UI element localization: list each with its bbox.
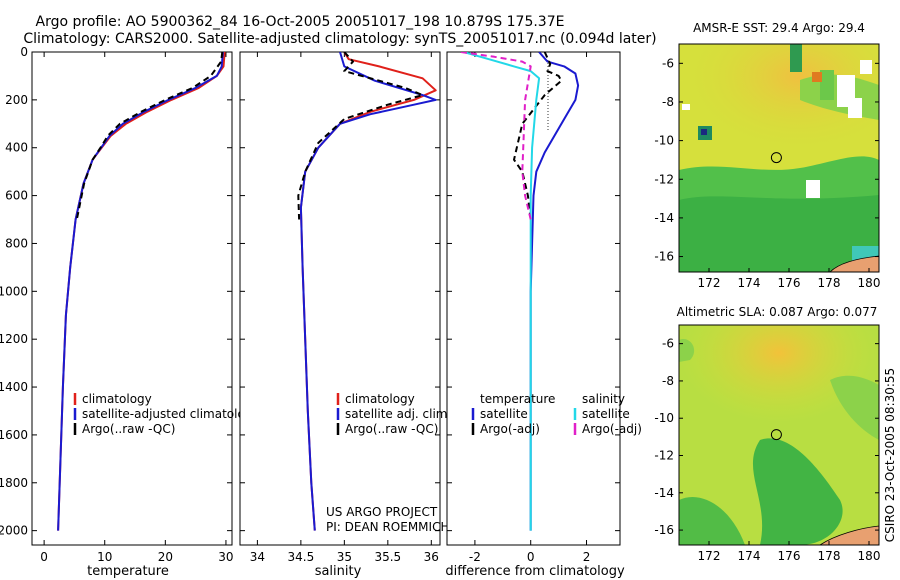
x-tick-label: 34.5 — [288, 550, 315, 564]
x-tick-label: 2 — [583, 550, 591, 564]
temperature-legend-satellite: satellite-adjusted climatology — [82, 407, 260, 421]
project-credit: US ARGO PROJECT — [326, 505, 438, 519]
salinity-ticks: 34 34.5 35 35.5 36 — [240, 51, 440, 564]
sla-map-image — [679, 325, 879, 545]
sst-map-image — [679, 44, 879, 272]
difference-xlabel: difference from climatology — [445, 564, 625, 579]
map-y-tick-label: -10 — [654, 134, 674, 148]
series-line — [299, 52, 437, 531]
temperature-lines — [57, 52, 226, 531]
x-tick-label: 36 — [424, 550, 439, 564]
x-tick-label: 35 — [337, 550, 352, 564]
sst-map-title: AMSR-E SST: 29.4 Argo: 29.4 — [693, 21, 865, 35]
temperature-axes-box — [31, 51, 233, 546]
map-x-tick-label: 176 — [778, 549, 801, 563]
map-y-tick-label: -16 — [654, 250, 674, 264]
sla-map-title: Altimetric SLA: 0.087 Argo: 0.077 — [677, 305, 878, 319]
y-tick-label: 1200 — [0, 332, 28, 346]
map-y-tick-label: -10 — [654, 411, 674, 425]
sla-map-frame — [678, 324, 880, 546]
x-tick-label: -2 — [469, 550, 481, 564]
map-y-tick-label: -8 — [662, 374, 674, 388]
temperature-ticks: 0 10 20 30 0 200 400 600 800 1000 1200 1400 1600 1800… — [0, 45, 234, 564]
temperature-panel: 0 10 20 30 0 200 400 600 800 1000 1200 1400 1600 1800… — [0, 45, 260, 579]
salinity-legend: climatology satellite adj. clim. Argo(..… — [336, 392, 451, 436]
figure-title-line-2: Climatology: CARS2000. Satellite-adjuste… — [23, 31, 656, 47]
map-x-tick-label: 180 — [858, 549, 881, 563]
y-tick-label: 1800 — [0, 476, 28, 490]
csiro-timestamp: CSIRO 23-Oct-2005 08:30:55 — [883, 368, 897, 542]
x-tick-label: 35.5 — [374, 550, 401, 564]
salinity-legend-satellite: satellite adj. clim. — [345, 407, 451, 421]
y-tick-label: 1600 — [0, 428, 28, 442]
sst-map-ticks: 172 174 176 178 180 -6 -8 -10 -12 -14 -16 — [654, 56, 880, 290]
y-tick-label: 600 — [5, 189, 28, 203]
difference-legend: temperature satellite Argo(-adj) salinit… — [471, 392, 642, 436]
map-y-tick-label: -14 — [654, 486, 674, 500]
series-line — [75, 52, 224, 220]
y-tick-label: 400 — [5, 141, 28, 155]
sla-map-panel: Altimetric SLA: 0.087 Argo: 0.077 172 174… — [654, 305, 880, 563]
difference-panel: -2 0 2 difference from climatology tempera… — [445, 51, 642, 579]
difference-legend-temperature-header: temperature — [480, 392, 555, 406]
x-tick-label: 20 — [158, 550, 173, 564]
y-tick-label: 1000 — [0, 284, 28, 298]
difference-legend-temp-argo: Argo(-adj) — [480, 422, 540, 436]
map-x-tick-label: 178 — [818, 276, 841, 290]
map-x-tick-label: 172 — [698, 549, 721, 563]
map-y-tick-label: -6 — [662, 337, 674, 351]
temperature-xlabel: temperature — [87, 564, 169, 579]
sla-map-ticks: 172 174 176 178 180 -6 -8 -10 -12 -14 -16 — [654, 337, 880, 563]
map-y-tick-label: -14 — [654, 211, 674, 225]
series-line — [297, 52, 424, 220]
difference-legend-sal-argo: Argo(-adj) — [582, 422, 642, 436]
x-tick-label: 10 — [97, 550, 112, 564]
difference-legend-salinity-header: salinity — [582, 392, 625, 406]
map-x-tick-label: 178 — [818, 549, 841, 563]
series-line — [463, 52, 541, 531]
salinity-panel: 34 34.5 35 35.5 36 salinity climatology sate… — [239, 51, 451, 579]
map-y-tick-label: -8 — [662, 95, 674, 109]
temperature-legend-climatology: climatology — [82, 392, 152, 406]
sla-map-argo-marker — [770, 429, 782, 441]
temperature-legend: climatology satellite-adjusted climatolo… — [73, 392, 260, 436]
sst-map-frame — [678, 43, 880, 273]
map-x-tick-label: 174 — [738, 276, 761, 290]
map-x-tick-label: 174 — [738, 549, 761, 563]
difference-lines — [460, 52, 580, 531]
difference-ticks: -2 0 2 — [447, 51, 620, 564]
map-x-tick-label: 176 — [778, 276, 801, 290]
map-y-tick-label: -12 — [654, 449, 674, 463]
pi-credit: PI: DEAN ROEMMICH — [326, 520, 449, 534]
difference-legend-temp-satellite: satellite — [480, 407, 528, 421]
sst-map-argo-marker — [770, 152, 782, 164]
salinity-xlabel: salinity — [315, 564, 362, 579]
salinity-legend-climatology: climatology — [345, 392, 415, 406]
x-tick-label: 0 — [527, 550, 535, 564]
x-tick-label: 30 — [218, 550, 233, 564]
map-x-tick-label: 180 — [858, 276, 881, 290]
y-tick-label: 0 — [20, 45, 28, 59]
map-y-tick-label: -6 — [662, 56, 674, 70]
temperature-legend-argo: Argo(..raw -QC) — [82, 422, 175, 436]
map-y-tick-label: -12 — [654, 172, 674, 186]
salinity-lines — [297, 52, 437, 531]
y-tick-label: 800 — [5, 236, 28, 250]
salinity-legend-argo: Argo(..raw -QC) — [345, 422, 438, 436]
y-tick-label: 2000 — [0, 524, 28, 538]
map-y-tick-label: -16 — [654, 523, 674, 537]
map-x-tick-label: 172 — [698, 276, 721, 290]
difference-legend-sal-satellite: satellite — [582, 407, 630, 421]
sst-map-panel: AMSR-E SST: 29.4 Argo: 29.4 172 174 176 178… — [654, 21, 880, 290]
y-tick-label: 1400 — [0, 380, 28, 394]
x-tick-label: 34 — [250, 550, 265, 564]
y-tick-label: 200 — [5, 93, 28, 107]
salinity-axes-box — [239, 51, 441, 546]
figure-title-line-1: Argo profile: AO 5900362_84 16-Oct-2005 … — [36, 14, 565, 30]
x-tick-label: 0 — [40, 550, 48, 564]
